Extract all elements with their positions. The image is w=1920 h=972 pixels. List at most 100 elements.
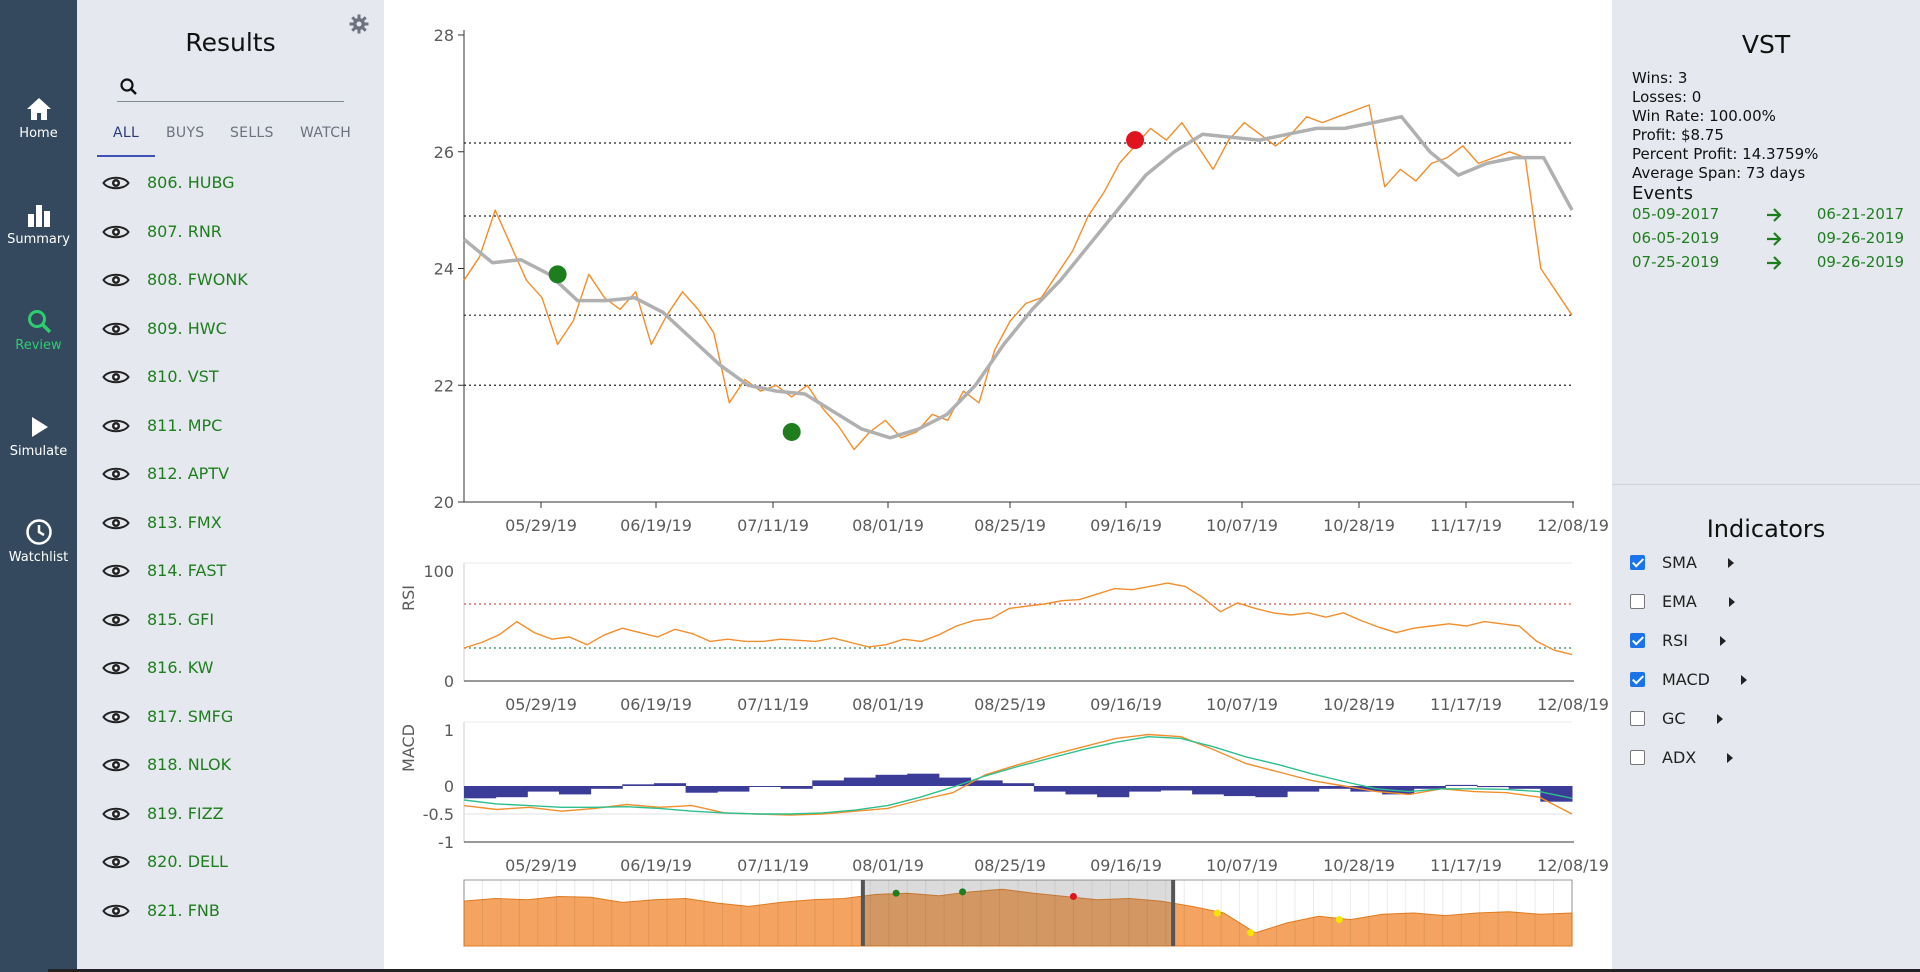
macd-histogram-bar xyxy=(748,786,782,787)
indicator-checkbox[interactable] xyxy=(1630,672,1645,687)
eye-icon[interactable] xyxy=(102,611,130,629)
eye-icon[interactable] xyxy=(102,853,130,871)
event-row[interactable]: 07-25-2019 09-26-2019 xyxy=(1632,253,1904,273)
eye-icon[interactable] xyxy=(102,417,130,435)
list-item[interactable]: 815. GFI xyxy=(102,597,345,645)
list-item[interactable]: 820. DELL xyxy=(102,839,345,887)
list-item[interactable]: 817. SMFG xyxy=(102,694,345,742)
macd-histogram-bar xyxy=(1065,786,1098,795)
play-icon xyxy=(31,417,48,437)
nav-review[interactable]: Review xyxy=(0,308,77,378)
list-item-label: 820. DELL xyxy=(147,852,228,871)
list-item[interactable]: 810. VST xyxy=(102,354,345,402)
nav-home-label: Home xyxy=(19,126,58,141)
eye-icon[interactable] xyxy=(102,271,130,289)
tab-sells[interactable]: SELLS xyxy=(230,125,274,141)
list-item-label: 810. VST xyxy=(147,367,219,386)
eye-icon[interactable] xyxy=(102,708,130,726)
eye-icon[interactable] xyxy=(102,805,130,823)
eye-icon[interactable] xyxy=(102,223,130,241)
clock-icon xyxy=(25,519,52,545)
macd-histogram-bar xyxy=(1540,786,1573,802)
search-input[interactable] xyxy=(145,74,340,98)
price-x-tick-label: 12/08/19 xyxy=(1537,516,1609,535)
macd-line xyxy=(463,733,1573,816)
list-item-label: 808. FWONK xyxy=(147,270,248,289)
caret-right-icon[interactable] xyxy=(1717,714,1723,724)
list-item[interactable]: 819. FIZZ xyxy=(102,791,345,839)
event-row[interactable]: 05-09-2017 06-21-2017 xyxy=(1632,205,1904,225)
navigator-handle-left xyxy=(860,880,865,946)
event-row[interactable]: 06-05-2019 09-26-2019 xyxy=(1632,229,1904,249)
eye-icon[interactable] xyxy=(102,756,130,774)
price-x-tick-label: 11/17/19 xyxy=(1430,516,1502,535)
tab-all[interactable]: ALL xyxy=(113,125,140,141)
eye-icon[interactable] xyxy=(102,659,130,677)
macd-y-tick-label: 0 xyxy=(444,777,454,796)
macd-histogram-bar xyxy=(1287,786,1320,792)
list-item[interactable]: 813. FMX xyxy=(102,500,345,548)
nav-home[interactable]: Home xyxy=(0,96,77,166)
eye-icon[interactable] xyxy=(102,320,130,338)
charts-svg[interactable]: 20 22 24 26 28 05/29/19 06/19/19 07/11/19 08/01/… xyxy=(384,0,1612,972)
list-item[interactable]: 806. HUBG xyxy=(102,160,345,208)
results-list: 806. HUBG 807. RNR 808. FWONK 809. HWC 810. … xyxy=(102,160,345,935)
eye-icon[interactable] xyxy=(102,514,130,532)
price-x-tick-label: 06/19/19 xyxy=(620,516,692,535)
macd-axis-label: MACD xyxy=(399,724,418,772)
caret-right-icon[interactable] xyxy=(1728,558,1734,568)
macd-y-tick-label: -0.5 xyxy=(423,805,454,824)
indicator-checkbox[interactable] xyxy=(1630,711,1645,726)
list-item[interactable]: 821. FNB xyxy=(102,888,345,936)
indicator-label: ADX xyxy=(1662,748,1697,767)
navigator-handle-right xyxy=(1171,880,1176,946)
caret-right-icon[interactable] xyxy=(1727,753,1733,763)
indicator-checkbox[interactable] xyxy=(1630,555,1645,570)
macd-y-tick-label: -1 xyxy=(438,833,454,852)
macd-histogram-bar xyxy=(558,786,592,795)
caret-right-icon[interactable] xyxy=(1741,675,1747,685)
eye-icon[interactable] xyxy=(102,562,130,580)
list-item[interactable]: 818. NLOK xyxy=(102,742,345,790)
macd-histogram-bar xyxy=(685,786,718,793)
macd-histogram-bar xyxy=(1477,786,1510,788)
search-icon xyxy=(27,310,51,334)
list-item-label: 813. FMX xyxy=(147,512,222,532)
indicator-checkbox[interactable] xyxy=(1630,750,1645,765)
list-item[interactable]: 814. FAST xyxy=(102,548,345,596)
indicator-checkbox[interactable] xyxy=(1630,594,1645,609)
indicator-label: RSI xyxy=(1662,631,1688,650)
details-panel: VST Wins: 3 Losses: 0 Win Rate: 100.00% … xyxy=(1612,0,1920,972)
list-item[interactable]: 811. MPC xyxy=(102,403,345,451)
list-item[interactable]: 808. FWONK xyxy=(102,257,345,305)
event-end-date: 06-21-2017 xyxy=(1816,205,1904,223)
home-icon xyxy=(26,98,51,120)
nav-summary[interactable]: Summary xyxy=(0,202,77,272)
macd-histogram-bar xyxy=(970,780,1003,786)
tab-watch[interactable]: WATCH xyxy=(300,125,352,141)
tab-buys[interactable]: BUYS xyxy=(166,125,205,141)
list-item[interactable]: 816. KW xyxy=(102,645,345,693)
list-item[interactable]: 812. APTV xyxy=(102,451,345,499)
price-x-tick-label: 08/01/19 xyxy=(852,516,924,535)
macd-histogram-bar xyxy=(653,783,687,786)
list-item[interactable]: 807. RNR xyxy=(102,209,345,257)
gear-icon[interactable] xyxy=(349,14,369,34)
nav-simulate[interactable]: Simulate xyxy=(0,414,77,484)
eye-icon[interactable] xyxy=(102,902,130,920)
eye-icon[interactable] xyxy=(102,368,130,386)
navigator-watch-marker xyxy=(1213,909,1221,917)
caret-right-icon[interactable] xyxy=(1720,636,1726,646)
caret-right-icon[interactable] xyxy=(1729,597,1735,607)
rsi-x-tick-label: 08/25/19 xyxy=(974,695,1046,714)
eye-icon[interactable] xyxy=(102,174,130,192)
rsi-x-tick-label: 12/08/19 xyxy=(1537,695,1609,714)
indicator-checkbox[interactable] xyxy=(1630,633,1645,648)
eye-icon[interactable] xyxy=(102,465,130,483)
rsi-x-tick-label: 07/11/19 xyxy=(737,695,809,714)
macd-x-tick-label: 05/29/19 xyxy=(505,856,577,875)
list-item[interactable]: 809. HWC xyxy=(102,306,345,354)
sma-line xyxy=(462,114,1574,440)
nav-watchlist[interactable]: Watchlist xyxy=(0,518,77,588)
